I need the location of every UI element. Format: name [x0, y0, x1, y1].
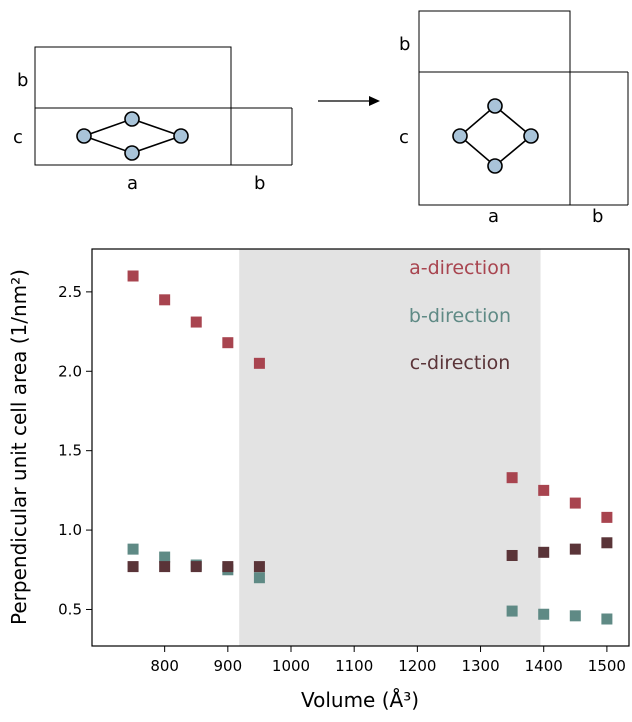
marker-a-direction [253, 357, 265, 369]
x-tick-label: 1400 [525, 657, 563, 675]
transform-arrow [318, 96, 380, 106]
atom-bottom [124, 145, 140, 161]
shade-layer [239, 249, 541, 646]
marker-a-direction [127, 270, 139, 282]
label-b-left: b [399, 34, 410, 55]
x-tick-label: 1500 [588, 657, 626, 675]
marker-a-direction [222, 337, 234, 349]
marker-b-direction [538, 608, 550, 620]
marker-a-direction [569, 497, 581, 509]
marker-c-direction [506, 549, 518, 561]
marker-c-direction [569, 543, 581, 555]
schematic-right: b c a b [399, 10, 629, 227]
atom-right [523, 128, 539, 144]
marker-a-direction [506, 472, 518, 484]
atom-top [487, 98, 503, 114]
scatter-chart: 800 900 1000 1100 1200 1300 1400 1500 0.5 1.0 1.5… [7, 248, 630, 712]
x-tick-label: 1100 [335, 657, 373, 675]
marker-b-direction [127, 543, 139, 555]
marker-b-direction [253, 572, 265, 584]
label-a: a [488, 206, 499, 227]
marker-c-direction [253, 561, 265, 573]
label-c: c [399, 127, 409, 148]
marker-b-direction [506, 605, 518, 617]
x-tick-label: 900 [214, 657, 243, 675]
legend: a-direction b-direction c-direction [409, 257, 511, 374]
x-tick-label: 1000 [272, 657, 310, 675]
atom-top [124, 111, 140, 127]
cell-box-outer [34, 46, 232, 166]
legend-entry: a-direction [409, 257, 511, 279]
y-tick-label: 0.5 [58, 600, 82, 618]
label-b-left: b [17, 70, 28, 91]
molecule-bonds [458, 104, 533, 168]
atom-left [76, 128, 92, 144]
y-axis-label: Perpendicular unit cell area (1/nm²) [7, 269, 31, 625]
y-axis-ticks: 0.5 1.0 1.5 2.0 2.5 [58, 283, 92, 618]
molecule-flat [76, 111, 189, 161]
x-tick-label: 1200 [398, 657, 436, 675]
label-a: a [127, 173, 138, 194]
marker-c-direction [222, 561, 234, 573]
arrow-head [369, 96, 380, 106]
marker-b-direction [569, 610, 581, 622]
legend-entry: c-direction [410, 352, 511, 374]
marker-b-direction [159, 551, 171, 563]
x-axis-label: Volume (Å³) [301, 688, 419, 712]
marker-b-direction [601, 613, 613, 625]
plot-frame [91, 248, 630, 647]
marker-c-direction [159, 561, 171, 573]
marker-c-direction [601, 537, 613, 549]
schematic-left: b c a b [13, 46, 293, 194]
label-b-bottom: b [592, 206, 603, 227]
marker-layer [127, 270, 613, 625]
y-tick-label: 1.0 [58, 521, 82, 539]
atom-left [452, 128, 468, 144]
atom-right [173, 128, 189, 144]
y-tick-label: 2.5 [58, 283, 82, 301]
shaded-region [239, 249, 541, 646]
marker-c-direction [538, 546, 550, 558]
cell-box-outer [418, 10, 571, 206]
marker-a-direction [190, 316, 202, 328]
y-tick-label: 1.5 [58, 442, 82, 460]
marker-c-direction [190, 561, 202, 573]
marker-a-direction [538, 484, 550, 496]
label-b-bottom: b [254, 173, 265, 194]
marker-c-direction [127, 561, 139, 573]
molecule-square [452, 98, 539, 174]
marker-a-direction [601, 511, 613, 523]
label-c: c [13, 127, 23, 148]
atom-bottom [487, 158, 503, 174]
x-tick-label: 1300 [461, 657, 499, 675]
y-tick-label: 2.0 [58, 362, 82, 380]
x-tick-label: 800 [150, 657, 179, 675]
x-axis-ticks: 800 900 1000 1100 1200 1300 1400 1500 [150, 646, 626, 675]
marker-a-direction [159, 294, 171, 306]
legend-entry: b-direction [409, 305, 511, 327]
